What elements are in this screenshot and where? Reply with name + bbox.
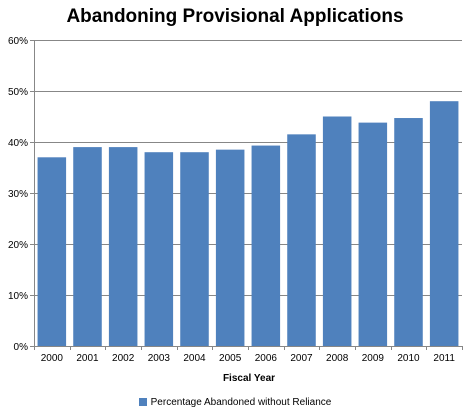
legend-swatch: [138, 398, 147, 406]
x-tick-label: 2009: [362, 353, 385, 364]
bar: [394, 118, 423, 346]
y-tick-label: 40%: [8, 138, 28, 149]
x-tick-labels: 2000 2001 2002 2003 2004 2005 2006 2007 2008 2009…: [41, 353, 456, 364]
y-tick-label: 50%: [8, 87, 28, 98]
y-tick-label: 60%: [8, 36, 28, 47]
x-tick-label: 2002: [112, 353, 135, 364]
bar: [73, 147, 102, 346]
chart-title: Abandoning Provisional Applications: [66, 6, 404, 27]
bar: [429, 101, 459, 346]
bar: [322, 116, 352, 346]
bar: [358, 122, 388, 347]
legend-label: Percentage Abandoned without Reliance: [150, 397, 332, 408]
x-tick-label: 2011: [433, 353, 455, 364]
x-tick-label: 2007: [290, 353, 313, 364]
bar: [180, 152, 209, 346]
bar: [108, 147, 138, 346]
bar: [144, 152, 174, 346]
axes: [30, 40, 463, 350]
x-axis-title: Fiscal Year: [223, 373, 275, 384]
bar: [37, 157, 67, 346]
y-tick-label: 30%: [8, 189, 28, 200]
y-tick-label: 10%: [8, 291, 28, 302]
x-tick-label: 2006: [255, 353, 278, 364]
x-tick-label: 2003: [148, 353, 171, 364]
x-tick-label: 2001: [76, 353, 99, 364]
x-tick-label: 2008: [326, 353, 349, 364]
x-tick-label: 2004: [183, 353, 206, 364]
y-tick-labels: 0% 10% 20% 30% 40% 50% 60%: [8, 36, 28, 353]
legend: Percentage Abandoned without Reliance: [0, 397, 470, 408]
gridlines: [34, 40, 462, 296]
x-tick-label: 2010: [397, 353, 420, 364]
bar: [215, 149, 245, 346]
bar-series: [37, 101, 459, 347]
x-tick-label: 2000: [41, 353, 64, 364]
x-tick-label: 2005: [219, 353, 242, 364]
y-tick-label: 20%: [8, 240, 28, 251]
bar: [287, 134, 316, 346]
bar: [251, 145, 281, 346]
y-tick-label: 0%: [14, 342, 29, 353]
